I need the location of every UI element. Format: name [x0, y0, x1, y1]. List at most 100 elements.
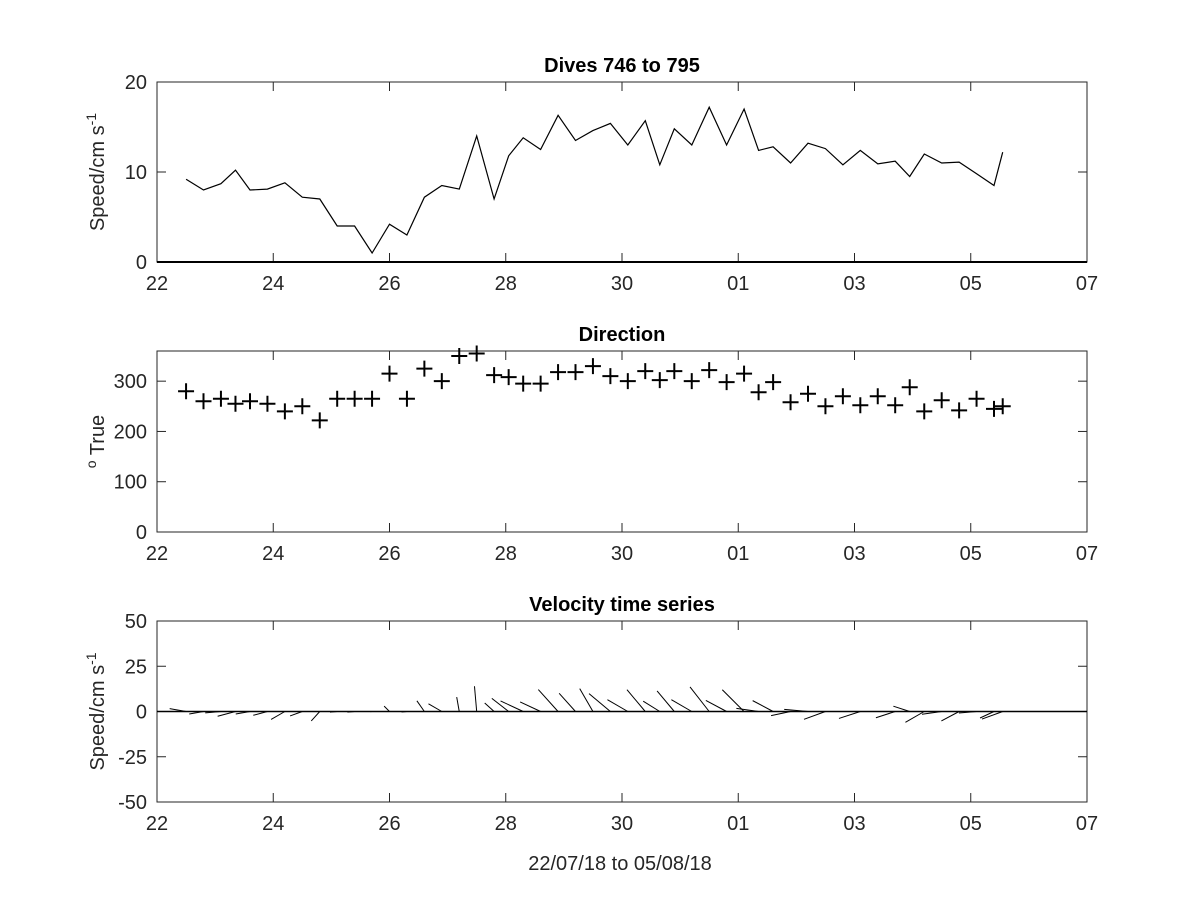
direction-point	[968, 390, 985, 407]
velocity-stick	[473, 686, 478, 712]
direction-point	[398, 390, 415, 407]
direction-point	[834, 388, 851, 405]
direction-point	[933, 392, 950, 409]
speed-x-tick-label: 01	[727, 273, 749, 295]
velocity-stick	[671, 699, 693, 712]
direction-point	[852, 397, 869, 414]
speed-x-tick-label: 22	[146, 273, 168, 295]
velocity-stick	[979, 711, 995, 719]
velocity-stick	[519, 701, 541, 712]
direction-x-tick-label: 30	[611, 543, 633, 565]
direction-point	[346, 390, 363, 407]
velocity-stick	[941, 711, 960, 722]
direction-point	[701, 362, 718, 379]
velocity-x-tick-label: 05	[960, 813, 982, 835]
direction-point	[666, 363, 683, 380]
direction-x-tick-label: 24	[262, 543, 284, 565]
direction-point	[550, 364, 567, 381]
speed-x-tick-label: 03	[843, 273, 865, 295]
direction-x-tick-label: 05	[960, 543, 982, 565]
direction-point	[782, 394, 799, 411]
velocity-x-tick-label: 07	[1076, 813, 1098, 835]
velocity-stick	[217, 711, 236, 717]
speed-x-tick-label: 28	[495, 273, 517, 295]
direction-point	[364, 390, 381, 407]
direction-point	[451, 348, 468, 365]
direction-x-tick-label: 07	[1076, 543, 1098, 565]
direction-point	[212, 390, 229, 407]
speed-line	[185, 105, 1004, 255]
direction-point	[994, 398, 1011, 415]
velocity-x-tick-label: 22	[146, 813, 168, 835]
direction-x-tick-label: 22	[146, 543, 168, 565]
direction-point	[242, 393, 258, 410]
direction-point	[195, 393, 212, 410]
velocity-stick	[588, 693, 611, 712]
speed-y-tick-label: 0	[136, 252, 147, 274]
direction-point	[869, 388, 886, 405]
direction-y-tick-label: 0	[136, 522, 147, 544]
figure-x-axis-label: 22/07/18 to 05/08/18	[528, 853, 712, 875]
velocity-y-axis-label: Speed/cm s-1	[83, 652, 109, 770]
direction-point	[986, 400, 1002, 417]
velocity-y-tick-label: 50	[125, 611, 147, 633]
direction-title: Direction	[579, 324, 666, 346]
speed-y-tick-label: 20	[125, 72, 147, 94]
velocity-y-tick-label: -25	[118, 747, 147, 769]
speed-x-tick-label: 26	[378, 273, 400, 295]
direction-point	[736, 365, 753, 382]
velocity-x-tick-label: 24	[262, 813, 284, 835]
velocity-x-tick-label: 03	[843, 813, 865, 835]
velocity-stick	[705, 700, 727, 712]
direction-x-tick-label: 28	[495, 543, 517, 565]
velocity-x-tick-label: 28	[495, 813, 517, 835]
direction-point	[750, 384, 767, 401]
velocity-stick	[905, 711, 925, 723]
speed-x-tick-label: 05	[960, 273, 982, 295]
speed-x-tick-label: 24	[262, 273, 284, 295]
velocity-stick	[656, 690, 675, 712]
speed-y-tick-label: 10	[125, 162, 147, 184]
direction-point	[227, 395, 244, 412]
speed-y-axis-label: Speed/cm s-1	[83, 113, 109, 231]
direction-point	[381, 365, 398, 382]
direction-point	[901, 379, 918, 396]
direction-point	[718, 374, 735, 391]
speed-x-tick-label: 07	[1076, 273, 1098, 295]
direction-point	[515, 375, 532, 392]
velocity-stick	[491, 697, 509, 712]
direction-point	[637, 363, 654, 380]
direction-point	[765, 374, 782, 391]
direction-point	[329, 390, 346, 407]
velocity-stick	[803, 711, 826, 720]
direction-point	[683, 373, 700, 390]
velocity-stick	[270, 711, 286, 720]
direction-point	[178, 383, 195, 400]
direction-point	[532, 375, 549, 392]
direction-point	[800, 385, 816, 402]
direction-y-tick-label: 200	[114, 421, 147, 443]
velocity-stick	[721, 689, 745, 712]
direction-point	[619, 373, 636, 390]
direction-x-tick-label: 03	[843, 543, 865, 565]
direction-point	[567, 364, 584, 381]
velocity-stick	[456, 696, 460, 712]
velocity-x-tick-label: 01	[727, 813, 749, 835]
direction-y-tick-label: 100	[114, 472, 147, 494]
velocity-stick	[484, 702, 495, 712]
velocity-stick	[428, 703, 443, 712]
direction-point	[651, 372, 668, 389]
direction-x-tick-label: 26	[378, 543, 400, 565]
velocity-stick	[383, 705, 390, 712]
direction-axes-frame	[156, 350, 1088, 533]
velocity-stick	[607, 699, 629, 712]
direction-y-tick-label: 300	[114, 371, 147, 393]
direction-point	[276, 403, 293, 420]
direction-point	[416, 360, 433, 377]
velocity-stick	[310, 711, 321, 722]
velocity-stick	[626, 689, 646, 712]
velocity-stick	[981, 711, 1003, 720]
velocity-stick	[642, 700, 661, 712]
